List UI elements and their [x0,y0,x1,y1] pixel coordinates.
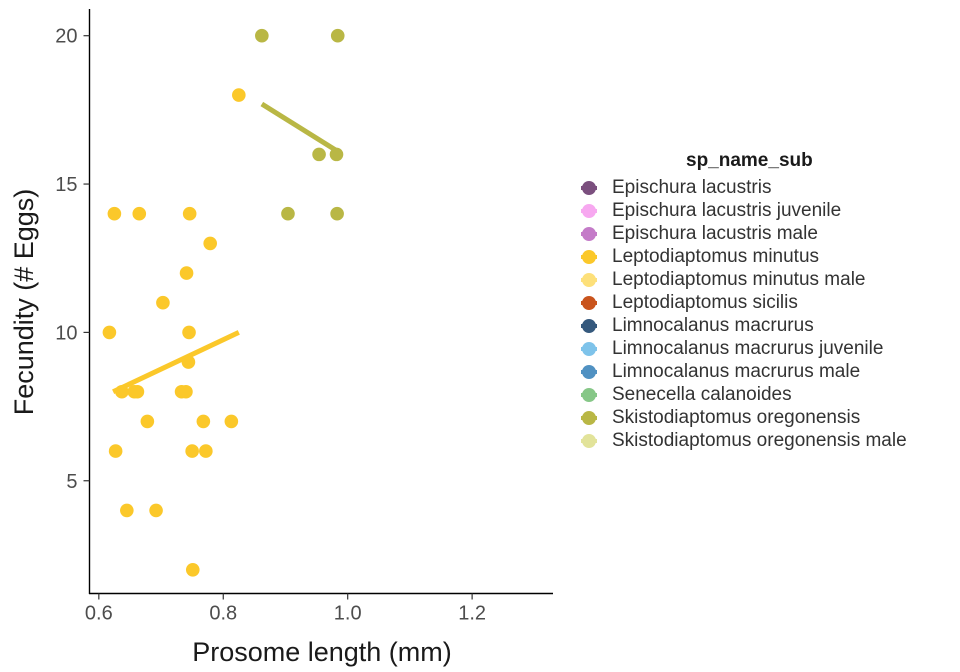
data-point [329,147,344,162]
legend-key [578,180,600,195]
legend-item: Epischura lacustris male [578,222,958,245]
legend-item: Limnocalanus macrurus [578,314,958,337]
x-tick-label: 1.0 [334,603,362,625]
legend-item: Senecella calanoides [578,383,958,406]
x-tick-label: 0.6 [85,603,113,625]
data-point [181,355,196,369]
legend-key-dot [582,410,596,425]
legend-key-dot [582,341,596,356]
legend: sp_name_sub Epischura lacustris Epischura… [578,146,958,452]
legend-label: Limnocalanus macrurus juvenile [612,337,884,359]
legend-label: Skistodiaptomus oregonensis [612,406,861,428]
x-tick-label: 0.8 [209,603,237,625]
legend-label: Senecella calanoides [612,383,792,405]
legend-item: Epischura lacustris [578,176,958,199]
legend-key [578,364,600,379]
legend-key-dot [582,203,596,218]
y-ticks: 5 10 15 20 [55,26,90,493]
legend-key [578,249,600,264]
trend-line [112,330,240,395]
legend-label: Epischura lacustris [612,176,772,198]
legend-label: Leptodiaptomus minutus male [612,268,866,290]
y-tick-label: 10 [55,322,77,344]
data-point [185,444,199,458]
legend-title: sp_name_sub [686,150,813,171]
data-point [149,503,163,518]
y-axis-title: Fecundity (# Eggs) [9,189,39,416]
data-point [132,206,147,221]
legend-key-dot [582,318,596,333]
legend-key-dot [582,249,596,264]
y-tick-label: 5 [66,471,77,493]
legend-key-dot [582,433,596,448]
legend-label: Skistodiaptomus oregonensis male [612,429,907,451]
legend-label: Epischura lacustris juvenile [612,199,842,221]
legend-key [578,272,600,287]
data-point [140,414,155,429]
data-point [108,444,123,458]
y-tick-label: 15 [55,174,77,196]
data-point [224,414,239,429]
y-tick-label: 20 [55,26,77,48]
data-point [179,384,193,399]
data-points [102,28,345,577]
data-point [255,28,269,43]
legend-key [578,203,600,218]
data-point [115,384,129,399]
data-point [312,147,326,162]
legend-item: Skistodiaptomus oregonensis [578,406,958,429]
legend-item: Limnocalanus macrurus juvenile [578,337,958,360]
data-point [196,414,211,429]
data-point [120,503,134,518]
data-point [102,325,117,340]
data-point [203,236,217,251]
legend-item: Limnocalanus macrurus male [578,360,958,383]
legend-item: Epischura lacustris juvenile [578,199,958,222]
data-point [156,295,170,310]
data-point [130,384,145,399]
legend-item: Skistodiaptomus oregonensis male [578,429,958,452]
legend-key-dot [582,364,596,379]
x-axis-title: Prosome length (mm) [192,637,452,667]
legend-key [578,295,600,310]
legend-item: Leptodiaptomus minutus male [578,268,958,291]
x-ticks: 0.6 0.8 1.0 1.2 [85,593,486,625]
data-point [182,206,197,221]
legend-item: Leptodiaptomus sicilis [578,291,958,314]
legend-label: Limnocalanus macrurus male [612,360,861,382]
legend-key-dot [582,272,596,287]
data-point [281,206,295,221]
legend-key-dot [582,226,596,241]
data-point [182,325,196,340]
legend-key [578,410,600,425]
legend-key-dot [582,180,596,195]
legend-key-dot [582,387,596,402]
legend-items: Epischura lacustris Epischura lacustris j… [578,176,958,452]
data-point [232,88,246,102]
trend-lines [112,101,340,395]
data-point [185,562,200,577]
trend-line [260,101,340,154]
data-point [107,206,122,221]
legend-key [578,318,600,333]
legend-key [578,341,600,356]
data-point [330,28,345,43]
legend-key [578,226,600,241]
legend-label: Limnocalanus macrurus [612,314,814,336]
legend-key [578,387,600,402]
data-point [199,444,213,458]
legend-key [578,433,600,448]
legend-label: Leptodiaptomus sicilis [612,291,798,313]
x-tick-label: 1.2 [458,603,486,625]
data-point [179,266,194,280]
data-point [330,206,344,221]
axes [88,9,553,595]
legend-item: Leptodiaptomus minutus [578,245,958,268]
legend-label: Leptodiaptomus minutus [612,245,820,267]
legend-key-dot [582,295,596,310]
legend-label: Epischura lacustris male [612,222,818,244]
